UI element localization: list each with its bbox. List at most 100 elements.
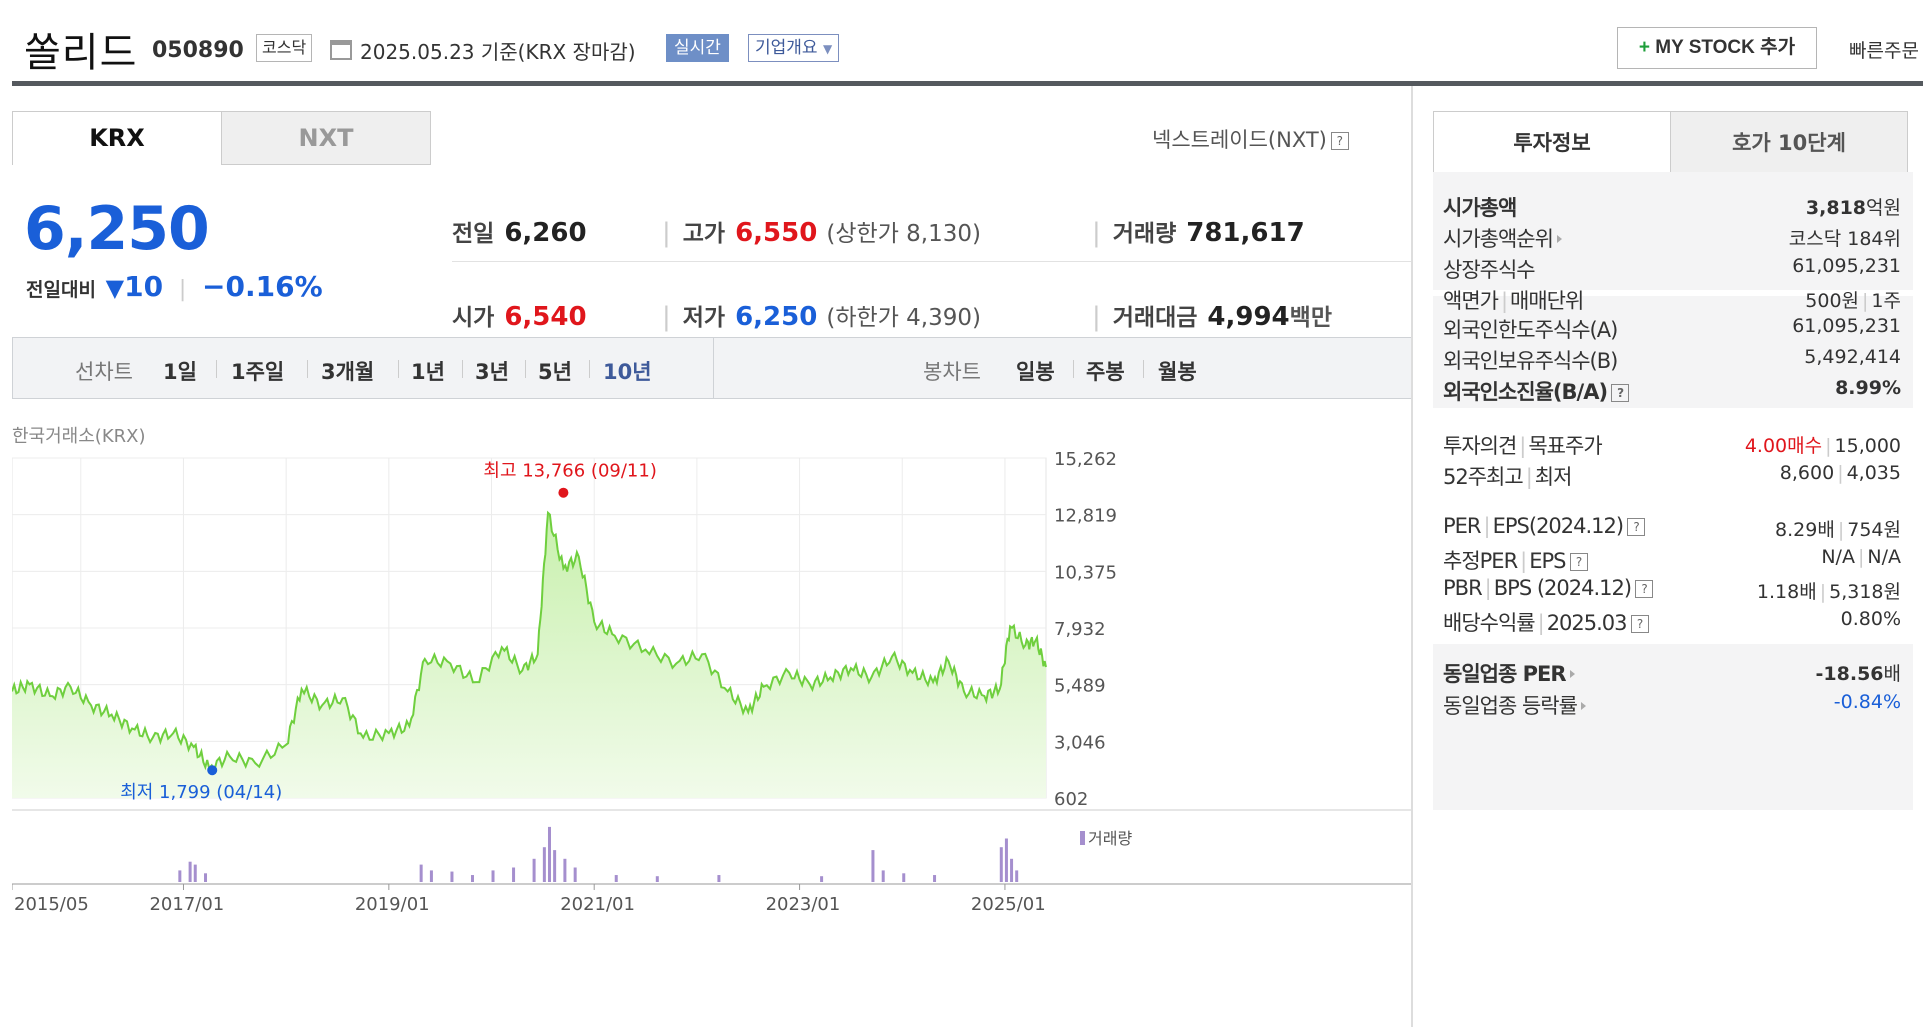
- info-values: 4.00매수 | 15,000: [1745, 431, 1901, 458]
- volume-bar: [999, 847, 1003, 882]
- info-key: 동일업종 PER: [1443, 662, 1566, 686]
- info-label[interactable]: 동일업종 PER: [1443, 658, 1575, 688]
- info-values: 8.99%: [1835, 377, 1901, 399]
- info-value: 0.80%: [1840, 608, 1901, 630]
- period-1w[interactable]: 1주일: [231, 360, 285, 384]
- divider: [1073, 360, 1074, 378]
- stat-volume-value: 781,617: [1186, 218, 1305, 248]
- info-value: 코스닥 184위: [1788, 228, 1901, 250]
- candle-daily[interactable]: 일봉: [1016, 360, 1055, 384]
- info-values: -18.56배: [1816, 659, 1901, 686]
- info-key: 외국인한도주식수(A): [1443, 318, 1618, 342]
- chart-period-bar: 선차트 1일 1주일 3개월 1년 3년 5년 10년 봉차트 일봉 주봉 월봉: [12, 337, 1412, 399]
- plus-icon: +: [1638, 37, 1650, 58]
- period-5y[interactable]: 5년: [538, 360, 572, 384]
- divider: |: [1825, 435, 1832, 457]
- info-value-2: 754원: [1847, 519, 1901, 541]
- info-label: 외국인보유주식수(B): [1443, 345, 1618, 375]
- help-icon[interactable]: ?: [1330, 132, 1349, 150]
- period-1d[interactable]: 1일: [163, 360, 197, 384]
- info-row: PER | EPS(2024.12)? 8.29배 | 754원: [1433, 508, 1913, 546]
- info-value: -18.56: [1815, 663, 1884, 685]
- panel-divider: [1411, 86, 1413, 1027]
- info-label[interactable]: 동일업종 등락률: [1443, 690, 1586, 720]
- stock-header: 쏠리드 050890 코스닥 2025.05.23 기준(KRX 장마감) 실시…: [12, 0, 1923, 86]
- x-tick-label: 2017/01: [149, 894, 224, 915]
- info-key: 동일업종 등락률: [1443, 694, 1578, 718]
- volume-bar: [1010, 858, 1014, 882]
- tab-nxt[interactable]: NXT: [221, 111, 431, 165]
- info-key-2: 목표주가: [1528, 434, 1602, 458]
- change-label: 전일대비: [26, 279, 96, 301]
- volume-bar: [881, 870, 885, 882]
- change-amount: 10: [124, 270, 164, 303]
- divider: [525, 360, 526, 378]
- info-key-2: 최저: [1534, 465, 1573, 489]
- candle-weekly[interactable]: 주봉: [1086, 360, 1125, 384]
- info-value: 8.99%: [1835, 377, 1901, 399]
- y-tick-label: 15,262: [1054, 449, 1117, 470]
- info-key: 52주최고: [1443, 465, 1524, 489]
- divider: [216, 360, 217, 378]
- info-row: 배당수익률 | 2025.03? 0.80%: [1433, 601, 1913, 639]
- period-1y[interactable]: 1년: [411, 360, 445, 384]
- stat-low: | 저가 6,250 (하한가 4,390): [662, 298, 981, 332]
- current-price: 6,250: [24, 194, 210, 264]
- divider: [1143, 360, 1144, 378]
- volume-bar: [655, 876, 659, 882]
- volume-bar: [573, 867, 577, 882]
- volume-bar: [193, 864, 197, 882]
- help-icon[interactable]: ?: [1627, 518, 1646, 536]
- volume-bar: [204, 873, 208, 882]
- info-row: 동일업종 등락률 -0.84%: [1433, 684, 1913, 722]
- arrow-right-icon[interactable]: [1580, 702, 1586, 710]
- volume-bar: [1004, 838, 1008, 882]
- quick-order-link[interactable]: 빠른주문: [1849, 40, 1919, 62]
- stat-volume: | 거래량 781,617: [1092, 214, 1305, 248]
- info-group-bg: [1433, 498, 1913, 638]
- period-10y[interactable]: 10년: [603, 360, 652, 384]
- divider: |: [1484, 576, 1492, 600]
- info-group-bg: [1433, 414, 1913, 492]
- market-badge: 코스닥: [256, 34, 313, 62]
- divider: [589, 360, 590, 378]
- help-icon[interactable]: ?: [1635, 580, 1654, 598]
- volume-bar: [470, 875, 474, 882]
- stat-high-value: 6,550: [735, 218, 818, 248]
- info-label: 배당수익률 | 2025.03?: [1443, 607, 1649, 637]
- info-label[interactable]: 시가총액순위: [1443, 223, 1562, 253]
- info-row: 시가총액순위 코스닥 184위: [1433, 217, 1913, 255]
- arrow-right-icon[interactable]: [1556, 235, 1562, 243]
- volume-bar: [542, 847, 546, 882]
- candle-monthly[interactable]: 월봉: [1158, 360, 1197, 384]
- price-chart[interactable]: 15,262 12,819 10,375 7,932 5,489 3,046 602 최고 1…: [12, 448, 1412, 1027]
- base-date: 2025.05.23 기준(KRX 장마감): [360, 40, 636, 64]
- info-key: 상장주식수: [1443, 258, 1536, 282]
- tab-invest-info[interactable]: 투자정보: [1433, 111, 1671, 175]
- divider: [307, 360, 308, 378]
- x-tick-label: 2015/05: [14, 894, 89, 915]
- period-3m[interactable]: 3개월: [321, 360, 375, 384]
- info-values: 1.18배 | 5,318원: [1757, 577, 1901, 604]
- tab-orderbook-10[interactable]: 호가 10단계: [1670, 111, 1908, 175]
- help-icon[interactable]: ?: [1630, 615, 1649, 633]
- volume-bar: [178, 870, 182, 882]
- volume-bar: [547, 826, 551, 882]
- price-change: 전일대비 ▼10 | −0.16%: [26, 270, 323, 303]
- add-my-stock-button[interactable]: + MY STOCK 추가: [1617, 27, 1817, 69]
- info-label: 추정PER | EPS?: [1443, 545, 1588, 575]
- divider: |: [1500, 289, 1508, 313]
- arrow-right-icon[interactable]: [1569, 670, 1575, 678]
- period-3y[interactable]: 3년: [475, 360, 509, 384]
- realtime-badge[interactable]: 실시간: [666, 34, 729, 62]
- nxt-info-link[interactable]: 넥스트레이드(NXT)?: [1152, 124, 1349, 154]
- tab-krx[interactable]: KRX: [12, 111, 222, 165]
- info-values: 0.80%: [1841, 608, 1901, 630]
- help-icon[interactable]: ?: [1611, 384, 1630, 402]
- stat-prev-label: 전일: [452, 221, 495, 247]
- info-value: 8,600: [1779, 462, 1835, 484]
- company-overview-dropdown[interactable]: 기업개요 ▼: [748, 34, 840, 62]
- help-icon[interactable]: ?: [1569, 553, 1588, 571]
- x-tick-label: 2025/01: [971, 894, 1046, 915]
- info-value-2: 1주: [1871, 290, 1901, 312]
